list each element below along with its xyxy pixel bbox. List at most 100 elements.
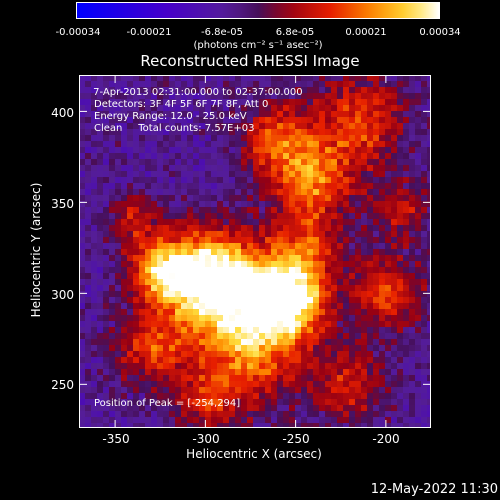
heatmap-cell bbox=[223, 375, 230, 382]
heatmap-cell bbox=[217, 333, 224, 340]
heatmap-cell bbox=[427, 81, 431, 88]
heatmap-cell bbox=[385, 237, 392, 244]
heatmap-cell bbox=[199, 171, 206, 178]
heatmap-cell bbox=[313, 249, 320, 256]
heatmap-cell bbox=[403, 237, 410, 244]
heatmap-cell bbox=[313, 81, 320, 88]
heatmap-cell bbox=[133, 333, 140, 340]
heatmap-cell bbox=[301, 237, 308, 244]
heatmap-cell bbox=[145, 249, 152, 256]
heatmap-cell bbox=[367, 321, 374, 328]
heatmap-cell bbox=[421, 387, 428, 394]
heatmap-cell bbox=[85, 381, 92, 388]
heatmap-cell bbox=[139, 411, 146, 418]
heatmap-cell bbox=[313, 411, 320, 418]
heatmap-cell bbox=[175, 297, 182, 304]
heatmap-cell bbox=[259, 237, 266, 244]
heatmap-cell bbox=[217, 243, 224, 250]
heatmap-cell bbox=[307, 237, 314, 244]
heatmap-cell bbox=[253, 321, 260, 328]
heatmap-cell bbox=[307, 297, 314, 304]
heatmap-cell bbox=[199, 399, 206, 406]
heatmap-cell bbox=[421, 123, 428, 130]
heatmap-cell bbox=[229, 315, 236, 322]
heatmap-cell bbox=[97, 99, 104, 106]
heatmap-cell bbox=[193, 291, 200, 298]
heatmap-cell bbox=[193, 387, 200, 394]
heatmap-cell bbox=[313, 273, 320, 280]
heatmap-cell bbox=[223, 423, 230, 428]
heatmap-cell bbox=[205, 75, 212, 82]
heatmap-cell bbox=[415, 117, 422, 124]
heatmap-cell bbox=[235, 231, 242, 238]
heatmap-cell bbox=[403, 75, 410, 82]
heatmap-cell bbox=[253, 129, 260, 136]
heatmap-cell bbox=[295, 285, 302, 292]
heatmap-cell bbox=[175, 99, 182, 106]
heatmap-cell bbox=[349, 327, 356, 334]
heatmap-cell bbox=[331, 393, 338, 400]
heatmap-cell bbox=[253, 363, 260, 370]
heatmap-cell bbox=[307, 189, 314, 196]
heatmap-cell bbox=[199, 135, 206, 142]
heatmap-cell bbox=[391, 345, 398, 352]
heatmap-cell bbox=[259, 417, 266, 424]
heatmap-cell bbox=[331, 123, 338, 130]
heatmap-cell bbox=[229, 267, 236, 274]
heatmap-cell bbox=[139, 423, 146, 428]
heatmap-cell bbox=[265, 147, 272, 154]
heatmap-cell bbox=[193, 177, 200, 184]
heatmap-cell bbox=[373, 285, 380, 292]
heatmap-cell bbox=[361, 129, 368, 136]
heatmap-cell bbox=[181, 267, 188, 274]
heatmap-cell bbox=[121, 381, 128, 388]
heatmap-cell bbox=[283, 261, 290, 268]
heatmap-cell bbox=[427, 135, 431, 142]
heatmap-cell bbox=[283, 423, 290, 428]
heatmap-cell bbox=[235, 249, 242, 256]
heatmap-cell bbox=[103, 117, 110, 124]
heatmap-cell bbox=[355, 243, 362, 250]
heatmap-cell bbox=[349, 123, 356, 130]
heatmap-cell bbox=[151, 219, 158, 226]
heatmap-cell bbox=[421, 411, 428, 418]
heatmap-cell bbox=[109, 309, 116, 316]
heatmap-cell bbox=[235, 105, 242, 112]
heatmap-cell bbox=[415, 405, 422, 412]
heatmap-cell bbox=[277, 105, 284, 112]
heatmap-cell bbox=[199, 177, 206, 184]
heatmap-cell bbox=[127, 123, 134, 130]
heatmap-cell bbox=[319, 219, 326, 226]
heatmap-cell bbox=[163, 423, 170, 428]
heatmap-cell bbox=[289, 231, 296, 238]
heatmap-cell bbox=[409, 165, 416, 172]
heatmap-cell bbox=[103, 393, 110, 400]
heatmap-cell bbox=[157, 123, 164, 130]
heatmap-cell bbox=[127, 189, 134, 196]
heatmap-cell bbox=[307, 213, 314, 220]
heatmap-cell bbox=[217, 147, 224, 154]
heatmap-cell bbox=[259, 81, 266, 88]
heatmap-cell bbox=[127, 177, 134, 184]
heatmap-cell bbox=[97, 327, 104, 334]
heatmap-cell bbox=[91, 75, 98, 82]
heatmap-cell bbox=[175, 231, 182, 238]
heatmap-cell bbox=[301, 339, 308, 346]
heatmap-cell bbox=[373, 243, 380, 250]
heatmap-cell bbox=[205, 279, 212, 286]
heatmap-cell bbox=[157, 129, 164, 136]
heatmap-cell bbox=[85, 243, 92, 250]
heatmap-cell bbox=[103, 195, 110, 202]
heatmap-cell bbox=[121, 117, 128, 124]
heatmap-cell bbox=[127, 333, 134, 340]
heatmap-cell bbox=[295, 321, 302, 328]
heatmap-cell bbox=[175, 159, 182, 166]
heatmap-cell bbox=[253, 201, 260, 208]
heatmap-cell bbox=[217, 189, 224, 196]
heatmap-cell bbox=[157, 381, 164, 388]
heatmap-cell bbox=[109, 129, 116, 136]
heatmap-cell bbox=[301, 189, 308, 196]
heatmap-cell bbox=[403, 405, 410, 412]
heatmap-cell bbox=[115, 81, 122, 88]
heatmap-cell bbox=[415, 75, 422, 82]
